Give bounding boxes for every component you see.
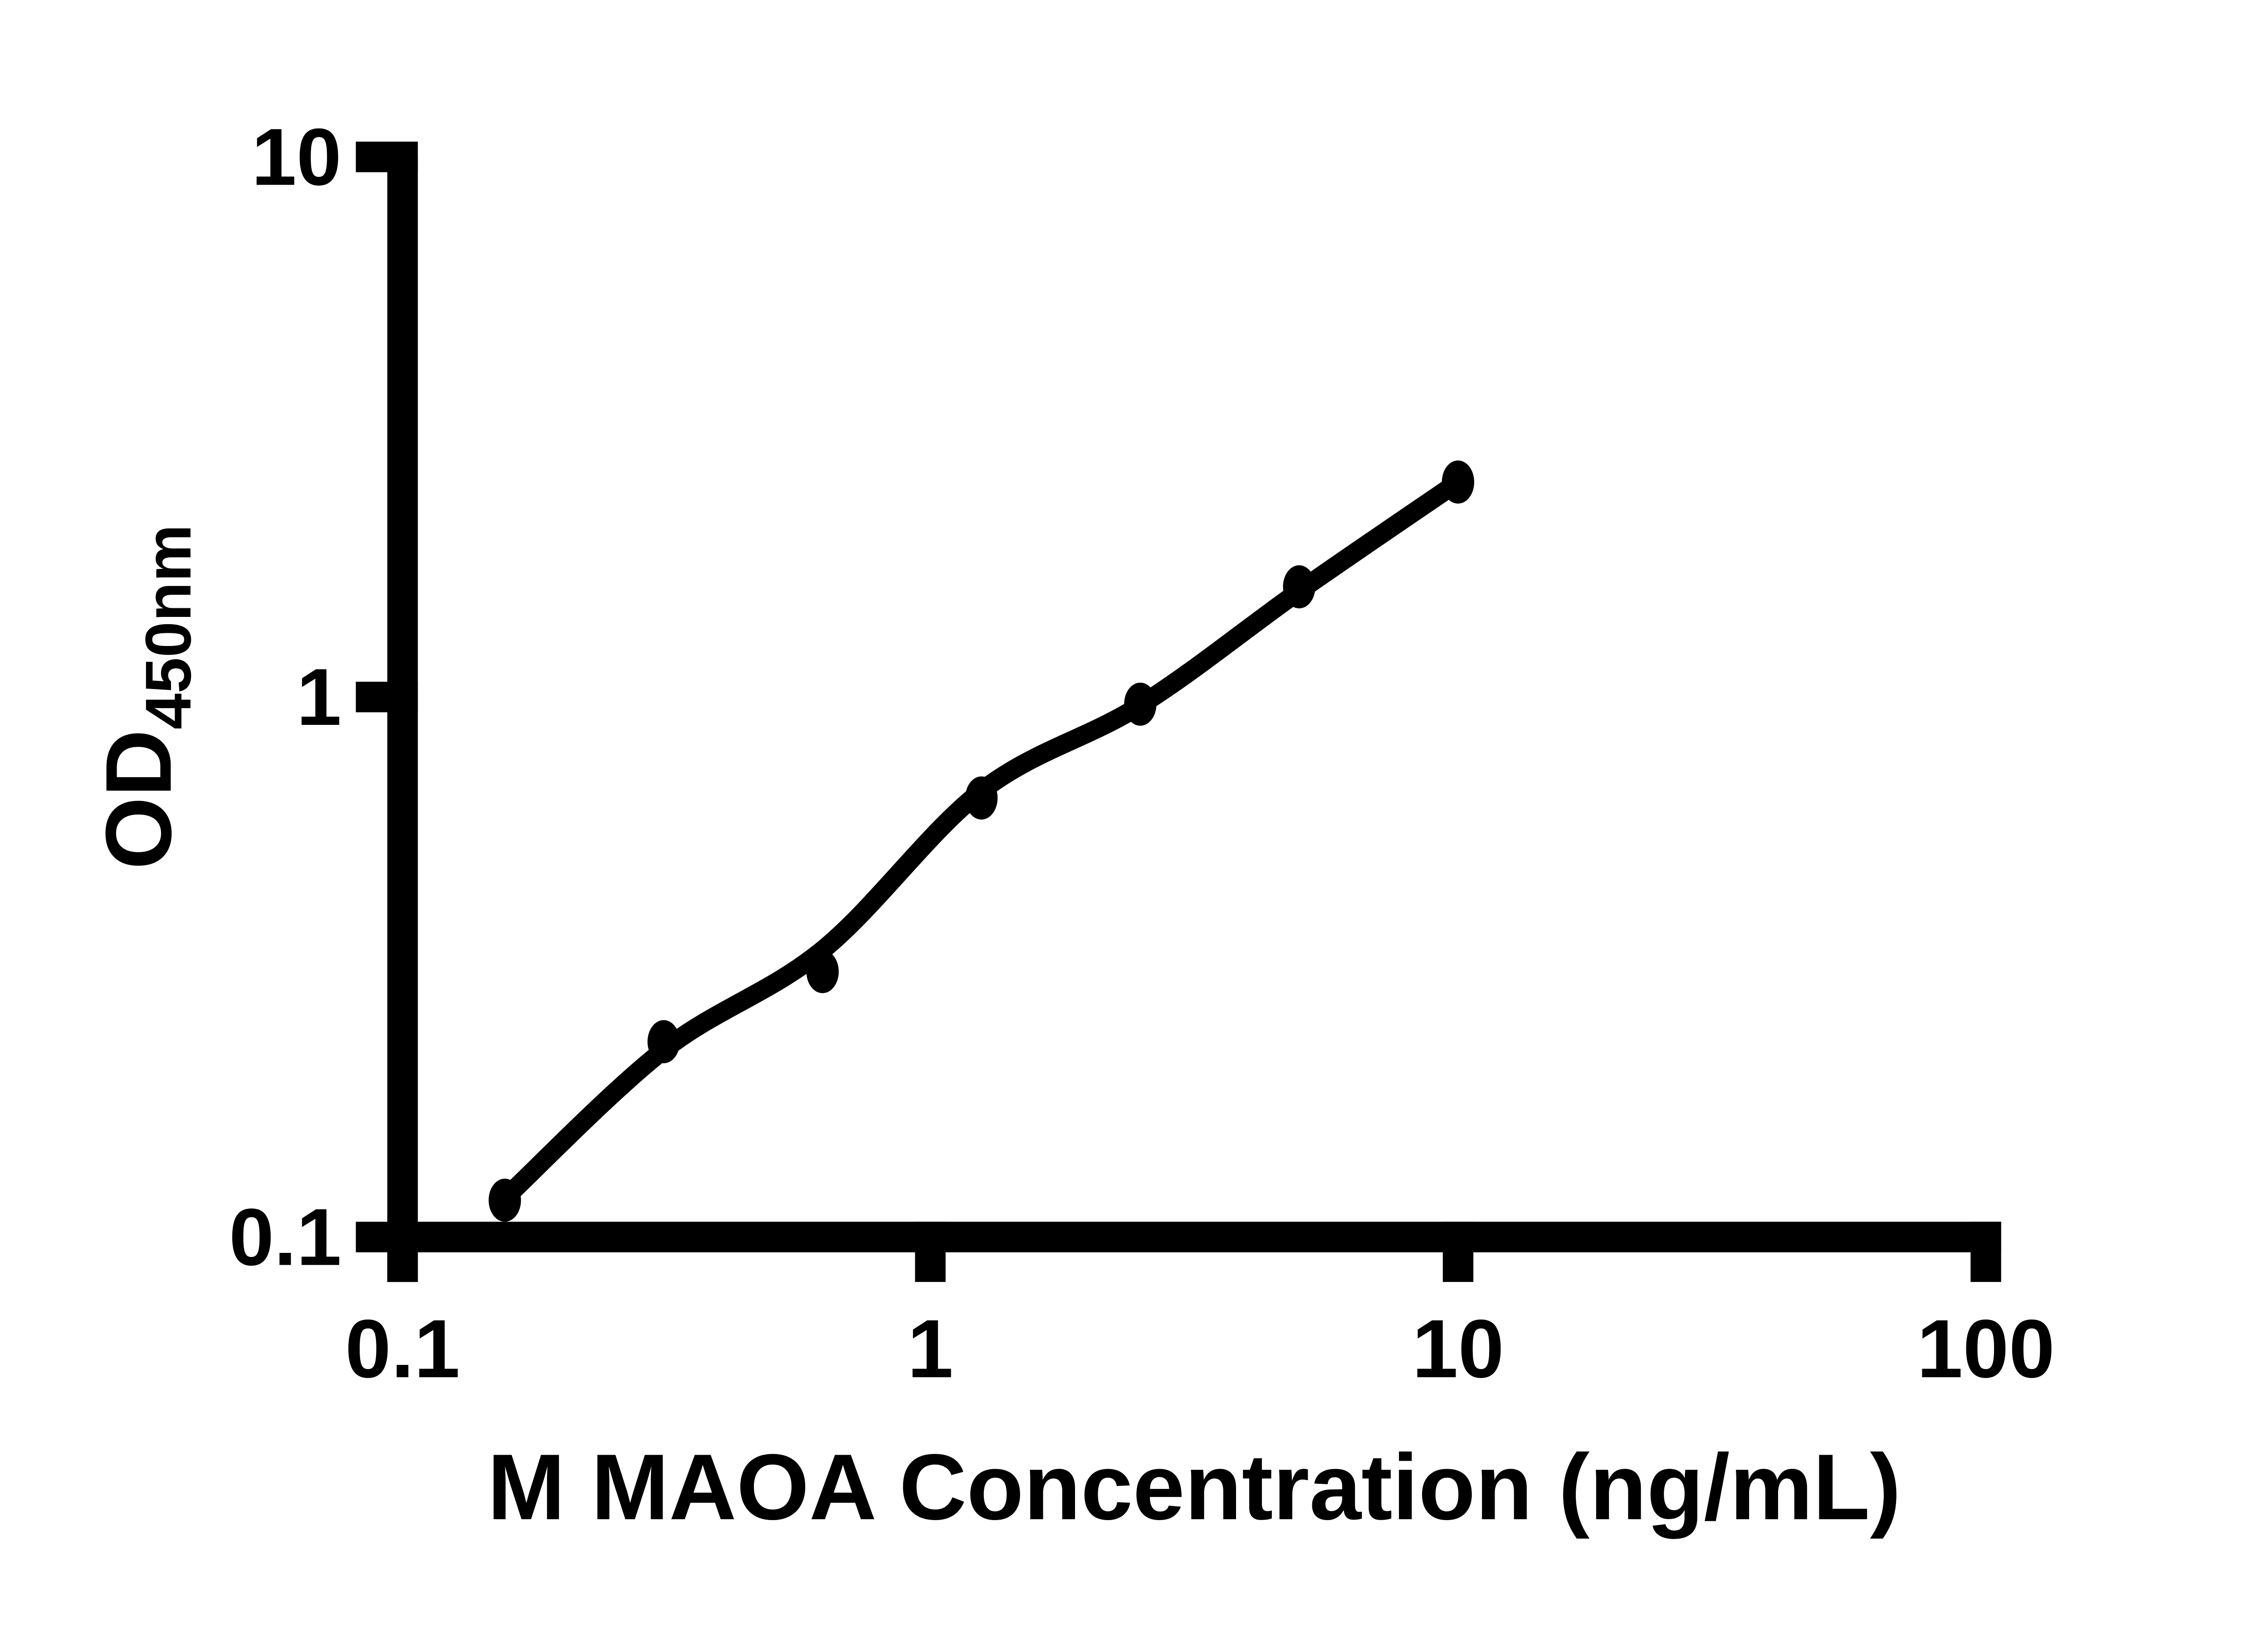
data-point-marker bbox=[489, 1178, 521, 1222]
data-point-marker bbox=[965, 776, 998, 820]
x-axis-title: M MAOA Concentration (ng/mL) bbox=[487, 1434, 1901, 1539]
x-tick-label: 100 bbox=[1917, 1302, 2055, 1395]
y-tick-label: 10 bbox=[251, 112, 341, 202]
data-point-marker bbox=[647, 1020, 680, 1063]
x-tick-label: 1 bbox=[907, 1302, 953, 1395]
data-point-marker bbox=[1283, 565, 1315, 609]
data-point-marker bbox=[1124, 682, 1157, 726]
x-tick-label: 0.1 bbox=[345, 1302, 460, 1395]
y-axis-title: OD450nm bbox=[86, 524, 205, 870]
data-point-marker bbox=[1442, 460, 1474, 504]
data-point-marker bbox=[806, 950, 839, 993]
y-tick-label: 1 bbox=[297, 652, 342, 742]
x-tick-label: 10 bbox=[1412, 1302, 1504, 1395]
y-tick-label: 0.1 bbox=[229, 1192, 342, 1282]
